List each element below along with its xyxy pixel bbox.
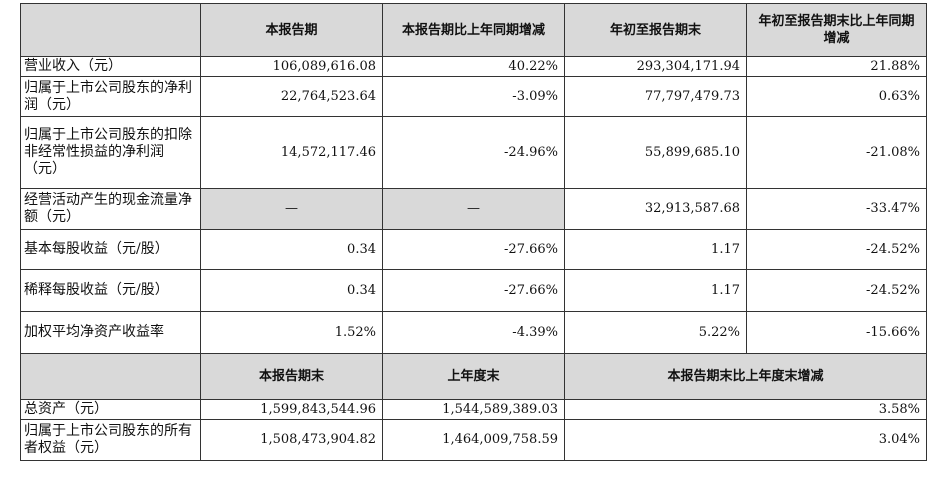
header-period-end: 本报告期末 (200, 353, 383, 400)
header-current-period-yoy: 本报告期比上年同期增减 (382, 3, 565, 57)
header-prior-year-end: 上年度末 (382, 353, 565, 400)
cell-value: 14,572,117.46 (200, 116, 383, 189)
table-row: 加权平均净资产收益率 1.52% -4.39% 5.22% -15.66% (20, 311, 927, 354)
cell-value: -24.96% (382, 116, 565, 189)
cell-value: 1,599,843,544.96 (200, 399, 383, 420)
cell-value: 1,544,589,389.03 (382, 399, 565, 420)
cell-value: -4.39% (382, 311, 565, 354)
cell-value: 1,508,473,904.82 (200, 419, 383, 461)
cell-value: -3.09% (382, 76, 565, 117)
header-period-end-change: 本报告期末比上年度末增减 (564, 353, 927, 400)
cell-value: 1.52% (200, 311, 383, 354)
row-label-operating-cash-flow: 经营活动产生的现金流量净额（元） (20, 188, 201, 230)
cell-value: 32,913,587.68 (564, 188, 747, 230)
cell-value-dash: — (200, 188, 383, 230)
financial-summary-table: 本报告期 本报告期比上年同期增减 年初至报告期末 年初至报告期末比上年同期增减 … (20, 3, 927, 461)
cell-value: 55,899,685.10 (564, 116, 747, 189)
cell-value: -24.52% (746, 269, 927, 312)
cell-value: 3.04% (564, 419, 927, 461)
cell-value: -21.08% (746, 116, 927, 189)
cell-value: 1.17 (564, 229, 747, 270)
table-row: 营业收入（元） 106,089,616.08 40.22% 293,304,17… (20, 56, 927, 77)
row-label-total-assets: 总资产（元） (20, 399, 201, 420)
table-row: 总资产（元） 1,599,843,544.96 1,544,589,389.03… (20, 399, 927, 420)
cell-value: 106,089,616.08 (200, 56, 383, 77)
row-label-revenue: 营业收入（元） (20, 56, 201, 77)
cell-value: 1,464,009,758.59 (382, 419, 565, 461)
table-row: 归属于上市公司股东的净利润（元） 22,764,523.64 -3.09% 77… (20, 76, 927, 117)
cell-value: -24.52% (746, 229, 927, 270)
row-label-weighted-roe: 加权平均净资产收益率 (20, 311, 201, 354)
row-label-net-profit: 归属于上市公司股东的净利润（元） (20, 76, 201, 117)
header-row-2: 本报告期末 上年度末 本报告期末比上年度末增减 (20, 353, 927, 400)
header-ytd-yoy: 年初至报告期末比上年同期增减 (746, 3, 927, 57)
cell-value: 1.17 (564, 269, 747, 312)
header-corner-cell (20, 3, 201, 57)
cell-value: -27.66% (382, 229, 565, 270)
cell-value: 40.22% (382, 56, 565, 77)
header-ytd: 年初至报告期末 (564, 3, 747, 57)
row-label-basic-eps: 基本每股收益（元/股） (20, 229, 201, 270)
header-current-period: 本报告期 (200, 3, 383, 57)
cell-value: -15.66% (746, 311, 927, 354)
cell-value: 0.34 (200, 229, 383, 270)
row-label-net-profit-deducted: 归属于上市公司股东的扣除非经常性损益的净利润（元） (20, 116, 201, 189)
table-row: 经营活动产生的现金流量净额（元） — — 32,913,587.68 -33.4… (20, 188, 927, 230)
row-label-diluted-eps: 稀释每股收益（元/股） (20, 269, 201, 312)
table-row: 基本每股收益（元/股） 0.34 -27.66% 1.17 -24.52% (20, 229, 927, 270)
cell-value: 77,797,479.73 (564, 76, 747, 117)
cell-value: 0.34 (200, 269, 383, 312)
table-row: 稀释每股收益（元/股） 0.34 -27.66% 1.17 -24.52% (20, 269, 927, 312)
table-row: 归属于上市公司股东的所有者权益（元） 1,508,473,904.82 1,46… (20, 419, 927, 461)
cell-value: -27.66% (382, 269, 565, 312)
cell-value: -33.47% (746, 188, 927, 230)
header2-corner-cell (20, 353, 201, 400)
cell-value: 21.88% (746, 56, 927, 77)
cell-value-dash: — (382, 188, 565, 230)
cell-value: 3.58% (564, 399, 927, 420)
header-row-1: 本报告期 本报告期比上年同期增减 年初至报告期末 年初至报告期末比上年同期增减 (20, 3, 927, 57)
row-label-owners-equity: 归属于上市公司股东的所有者权益（元） (20, 419, 201, 461)
table-row: 归属于上市公司股东的扣除非经常性损益的净利润（元） 14,572,117.46 … (20, 116, 927, 189)
cell-value: 0.63% (746, 76, 927, 117)
cell-value: 22,764,523.64 (200, 76, 383, 117)
cell-value: 293,304,171.94 (564, 56, 747, 77)
cell-value: 5.22% (564, 311, 747, 354)
